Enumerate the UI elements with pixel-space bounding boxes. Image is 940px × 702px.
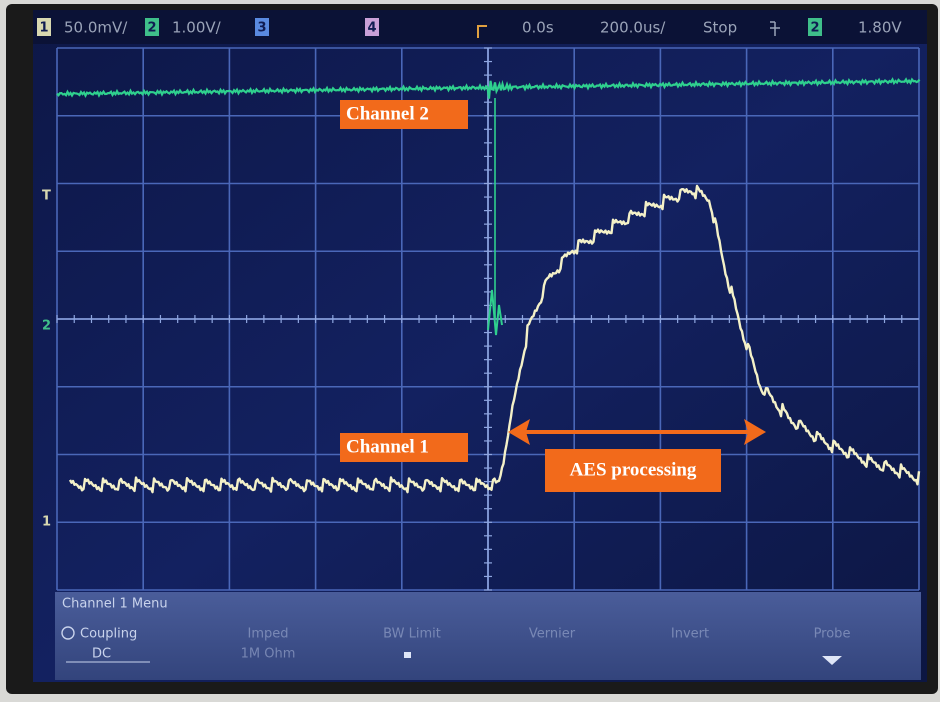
menu-item-label[interactable]: Coupling [80,627,137,642]
channel1-label: Channel 1 [346,436,429,457]
ch1-badge: 1 [39,21,48,36]
ch4-badge: 4 [367,21,376,36]
run-state: Stop [703,19,737,37]
menu-item-label[interactable]: Imped [248,627,289,642]
ch2-scale: 1.00V/ [172,19,222,37]
menu-item-label[interactable]: Vernier [529,627,576,642]
menu-item-value: 1M Ohm [241,647,296,662]
channel2-label: Channel 2 [346,103,429,124]
trigger-source: 2 [810,21,819,36]
trigger-level: 1.80V [858,19,902,37]
menu-item-label[interactable]: Invert [671,627,709,642]
menu-item-value: DC [92,647,111,662]
aes-label: AES processing [570,459,697,480]
menu-title: Channel 1 Menu [62,597,168,612]
oscilloscope-photo: 1 50.0mV/ 2 1.00V/ 3 4 0.0s 200.0us/ Sto… [0,0,940,702]
time-scale: 200.0us/ [600,19,666,37]
ch1-marker: 1 [42,515,51,530]
menu-item-label[interactable]: Probe [814,627,851,642]
time-offset: 0.0s [522,19,554,37]
ch2-badge: 2 [147,21,156,36]
trigger-marker: T [42,189,51,204]
ch3-badge: 3 [257,21,266,36]
screen [33,10,927,682]
menu-item-label[interactable]: BW Limit [383,627,441,642]
menu-panel [55,592,921,680]
ch1-scale: 50.0mV/ [64,19,128,37]
ch2-marker: 2 [42,319,51,334]
bw-indicator [404,652,411,658]
